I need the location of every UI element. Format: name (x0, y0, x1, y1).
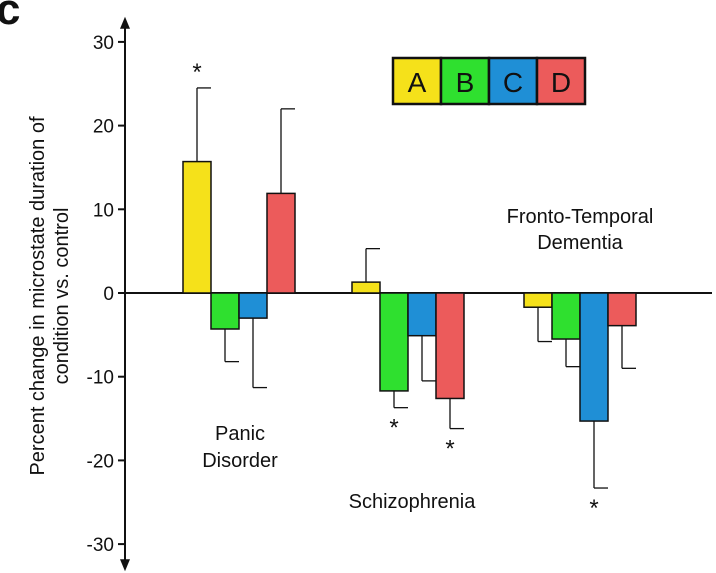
bar-B (379, 292, 409, 392)
legend-label-D: D (551, 67, 571, 98)
bar-A (351, 281, 381, 294)
legend-swatch-C (487, 56, 539, 106)
significance-star: * (389, 415, 398, 442)
group-labels: Panic Disorder Schizophrenia Fronto-Tempora… (202, 206, 653, 513)
bar-D (266, 192, 296, 294)
bar-B (551, 292, 581, 340)
bar-C (238, 292, 268, 319)
bar-D (435, 292, 465, 400)
significance-star: * (192, 59, 201, 86)
bar-C (579, 292, 609, 422)
y-tick-label: -10 (87, 368, 114, 389)
y-axis-arrow-up (120, 16, 130, 29)
bar-A (182, 160, 212, 294)
bar-A (523, 292, 553, 308)
significance-star: * (589, 495, 598, 522)
y-tick-label: -30 (87, 535, 114, 556)
legend-label-A: A (408, 67, 427, 98)
legend-label-B: B (456, 67, 475, 98)
group-label: Schizophrenia (349, 491, 477, 513)
group-label: Panic (215, 423, 265, 445)
bar-C (407, 292, 437, 337)
bar-B (210, 292, 240, 330)
panel-letter: c (0, 0, 20, 34)
y-axis-title-line2: condition vs. control (51, 208, 73, 385)
y-axis-title-line1: Percent change in microstate duration of (27, 116, 49, 476)
y-axis-title: Percent change in microstate duration of… (27, 116, 73, 476)
chart-marks: * * * * (182, 59, 637, 522)
y-tick-label: 30 (93, 33, 114, 54)
legend-label-C: C (503, 67, 523, 98)
y-tick-label: -20 (87, 451, 114, 472)
significance-star: * (445, 436, 454, 463)
y-tick-label: 10 (93, 200, 114, 221)
y-axis-arrow-down (120, 559, 130, 572)
group-label: Disorder (202, 450, 278, 472)
bar-D (607, 292, 637, 327)
y-tick-label: 0 (103, 284, 114, 305)
legend-swatch-D (535, 56, 587, 106)
group-label: Fronto-Temporal (507, 206, 654, 228)
group-label: Dementia (537, 232, 623, 254)
y-tick-label: 20 (93, 117, 114, 138)
